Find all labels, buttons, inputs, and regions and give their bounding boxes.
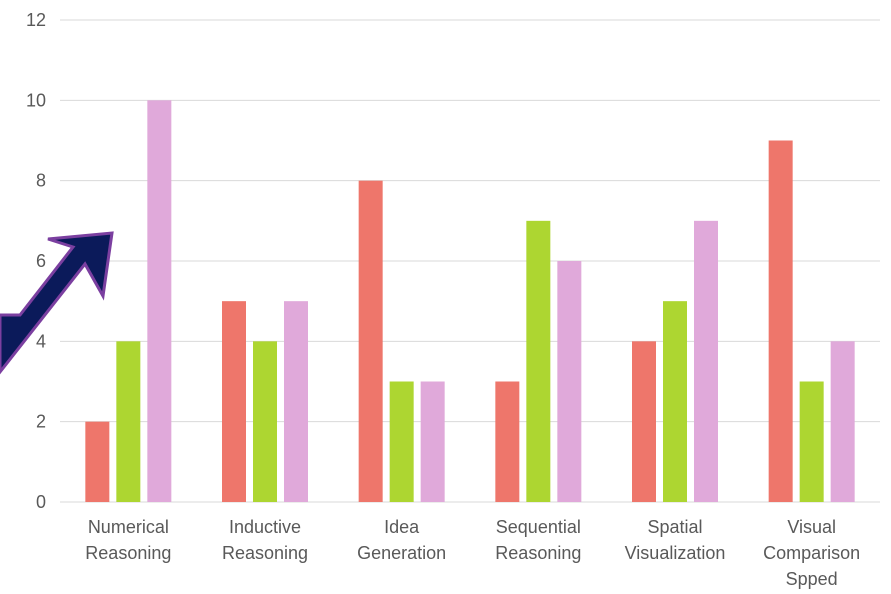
y-tick-label: 4 — [36, 331, 46, 351]
y-tick-label: 6 — [36, 251, 46, 271]
bar — [799, 381, 824, 502]
bar — [389, 381, 414, 502]
bar — [147, 100, 172, 502]
bar — [768, 140, 793, 502]
category-label: Spatial — [647, 517, 702, 537]
category-label: Reasoning — [495, 543, 581, 563]
category-label: Generation — [357, 543, 446, 563]
annotation-arrow — [0, 231, 114, 375]
category-label: Spped — [786, 569, 838, 589]
bar — [358, 180, 383, 502]
bar — [85, 421, 110, 502]
y-axis-ticks: 0 2 4 6 8 10 12 — [26, 10, 46, 512]
bar — [420, 381, 445, 502]
category-label: Reasoning — [85, 543, 171, 563]
bar — [495, 381, 520, 502]
y-tick-label: 12 — [26, 10, 46, 30]
y-tick-label: 8 — [36, 171, 46, 191]
bar — [694, 220, 718, 503]
bar — [116, 341, 141, 502]
bar — [557, 261, 582, 502]
category-label: Comparison — [763, 543, 860, 563]
x-axis-category-labels: Numerical Reasoning Inductive Reasoning Idea… — [85, 517, 860, 589]
bar — [663, 301, 687, 502]
category-label: Idea — [384, 517, 420, 537]
y-tick-label: 2 — [36, 412, 46, 432]
bar — [632, 341, 656, 502]
gridlines — [60, 19, 880, 503]
category-label: Visual — [787, 517, 836, 537]
bars — [85, 100, 855, 503]
bar — [284, 301, 308, 502]
y-tick-label: 0 — [36, 492, 46, 512]
arrow-icon — [0, 231, 114, 375]
bar — [526, 220, 551, 503]
category-label: Sequential — [496, 517, 581, 537]
bar — [830, 341, 855, 502]
category-label: Reasoning — [222, 543, 308, 563]
bar — [253, 341, 277, 502]
bar — [222, 301, 246, 502]
category-label: Numerical — [88, 517, 169, 537]
y-tick-label: 10 — [26, 90, 46, 110]
category-label: Inductive — [229, 517, 301, 537]
category-label: Visualization — [625, 543, 726, 563]
